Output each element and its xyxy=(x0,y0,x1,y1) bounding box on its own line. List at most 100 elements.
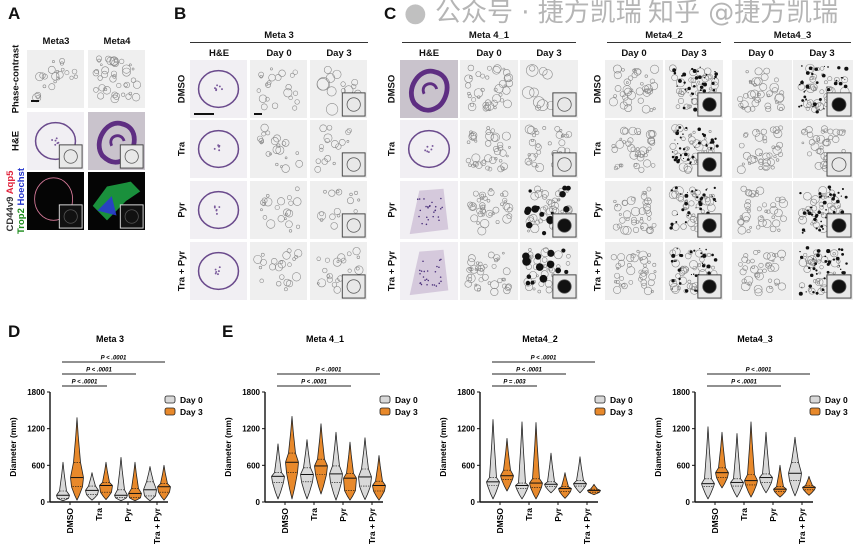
column-header: Day 0 xyxy=(621,48,647,59)
legend-label: Day 3 xyxy=(395,407,418,417)
x-tick-label: Tra + Pyr xyxy=(582,507,592,544)
watermark-wechat: ● 公众号 · 捷方凯瑞 xyxy=(404,0,642,27)
group-header: Meta 3 xyxy=(264,30,294,41)
violin-chart-2: Meta4_2 0 600 1200 1800 Diameter (mm) DMSO Tra P… xyxy=(430,330,650,552)
x-tick-label: Pyr xyxy=(123,507,133,521)
legend-label: Day 3 xyxy=(610,407,633,417)
violin-day3-1 xyxy=(314,423,328,495)
violin-day3-1 xyxy=(529,422,543,500)
column-header: Day 0 xyxy=(476,48,502,59)
x-tick-label: DMSO xyxy=(495,508,505,534)
legend-swatch xyxy=(809,395,821,404)
micrograph-dark-small xyxy=(665,60,723,118)
column-header: H&E xyxy=(208,48,230,59)
panel-label-d: D xyxy=(8,322,21,341)
group-header: Meta4_2 xyxy=(645,30,683,41)
violin-day0-3 xyxy=(788,436,802,497)
y-tick-label: 1200 xyxy=(242,425,260,434)
micrograph-phase-big xyxy=(310,60,367,118)
micrograph-phase-dense xyxy=(460,60,518,118)
violin-day3-2 xyxy=(343,441,357,501)
violin-day3-1 xyxy=(99,461,113,500)
legend-swatch xyxy=(164,407,176,416)
row-label-stains: CD44v9 Aqp5 Trop2 Hoechst xyxy=(5,168,27,234)
watermark-zhihu: 知乎 @捷方凯瑞 xyxy=(648,0,839,28)
micrograph-dark-small xyxy=(665,120,723,178)
scale-bar xyxy=(254,113,262,115)
micrograph-phase-dense xyxy=(460,181,518,239)
column-header: Day 0 xyxy=(748,48,774,59)
x-tick-label: Tra xyxy=(94,508,104,521)
micrograph-he-fold xyxy=(88,112,145,170)
watermark-text-1: 公众号 · 捷方凯瑞 xyxy=(434,0,642,28)
y-tick-label: 1800 xyxy=(672,388,690,397)
violin-day0-3 xyxy=(143,466,157,502)
y-tick-label: 600 xyxy=(677,461,691,470)
legend-swatch xyxy=(164,395,176,404)
micrograph-phase-dense xyxy=(732,120,792,178)
chart-title: Meta 4_1 xyxy=(306,334,344,344)
violin-day3-3 xyxy=(802,475,816,496)
row-label: Pyr xyxy=(592,202,604,218)
micrograph-he-ring xyxy=(190,242,247,300)
micrograph-he-fold xyxy=(400,60,458,118)
micrograph-phase xyxy=(250,120,307,178)
panel-label-b: B xyxy=(174,4,187,23)
row-label: DMSO xyxy=(592,74,604,104)
violin-day0-1 xyxy=(515,421,529,500)
violin-chart-0: Meta 3 0 600 1200 1800 Diameter (mm) DMSO Tra Py… xyxy=(0,330,220,552)
group-header: Meta 4_1 xyxy=(468,30,510,41)
violin-day0-0 xyxy=(271,443,285,500)
x-tick-label: Tra + Pyr xyxy=(367,507,377,544)
legend-label: Day 3 xyxy=(180,407,203,417)
micrograph-phase-dense xyxy=(793,120,853,178)
p-value-label: P < .0001 xyxy=(101,356,127,362)
micrograph-phase-dense xyxy=(732,181,792,239)
micrograph-dark-small xyxy=(793,242,853,300)
legend-swatch xyxy=(594,395,606,404)
micrograph-he-ring xyxy=(190,60,247,118)
chart-title: Meta4_3 xyxy=(737,334,773,344)
chart-title: Meta4_2 xyxy=(522,334,558,344)
violin-day0-1 xyxy=(730,433,744,498)
panel-label-e: E xyxy=(222,322,234,341)
micrograph-phase-dense xyxy=(732,60,792,118)
x-tick-label: Pyr xyxy=(553,507,563,521)
stain-label: CD44v9 xyxy=(5,196,16,232)
stain-label: Trop2 xyxy=(16,208,27,234)
y-tick-label: 600 xyxy=(32,461,46,470)
legend-swatch xyxy=(594,407,606,416)
micrograph-phase-dense xyxy=(88,50,145,108)
micrograph-phase xyxy=(310,181,367,239)
x-tick-label: Tra + Pyr xyxy=(152,507,162,544)
row-label: Tra xyxy=(592,141,604,157)
legend-swatch xyxy=(809,407,821,416)
violin-day3-2 xyxy=(128,461,142,502)
micrograph-phase-big xyxy=(520,60,578,118)
p-value-label: P < .0001 xyxy=(746,368,772,374)
y-tick-label: 1800 xyxy=(242,388,260,397)
row-label: Tra + Pyr xyxy=(592,250,604,292)
p-value-label: P < .0001 xyxy=(301,380,327,386)
micrograph-phase xyxy=(310,120,367,178)
column-header: Meta4 xyxy=(103,36,131,47)
violin-day0-0 xyxy=(486,419,500,500)
violin-day0-1 xyxy=(300,439,314,500)
x-tick-label: Tra + Pyr xyxy=(797,507,807,544)
violin-day3-1 xyxy=(744,421,758,498)
micrograph-he-pale xyxy=(400,181,458,239)
micrograph-phase-dense xyxy=(605,242,663,300)
legend-label: Day 0 xyxy=(180,395,203,405)
micrograph-phase-dense xyxy=(460,242,518,300)
wechat-logo-icon: ● xyxy=(404,0,427,28)
y-tick-label: 1200 xyxy=(27,425,45,434)
violin-day0-2 xyxy=(114,456,128,502)
violin-day3-0 xyxy=(285,416,299,500)
y-axis-label: Diameter (mm) xyxy=(653,417,663,477)
violin-day0-0 xyxy=(701,426,715,500)
violin-day0-3 xyxy=(358,437,372,500)
y-tick-label: 1800 xyxy=(27,388,45,397)
violin-day3-2 xyxy=(558,472,572,499)
micrograph-if-green xyxy=(88,172,145,230)
micrograph-he-ring xyxy=(27,112,84,170)
